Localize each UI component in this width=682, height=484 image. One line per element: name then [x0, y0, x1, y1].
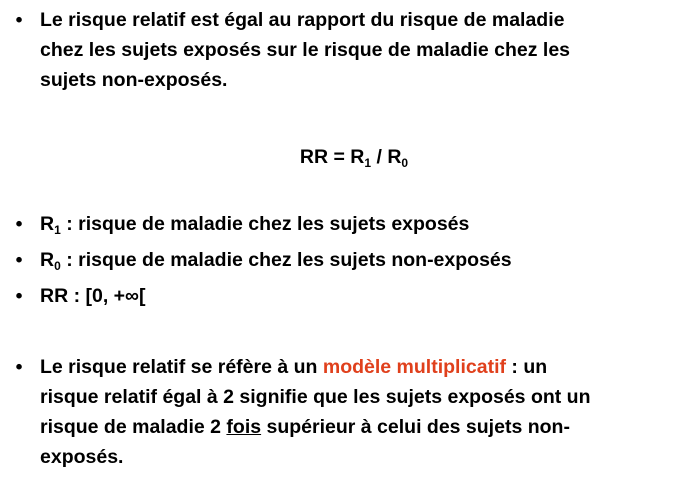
definition-subscript: 1 — [54, 223, 61, 237]
text-segment: Le risque relatif se réfère à un — [40, 356, 323, 378]
definition-r1: R1 : risque de maladie chez les sujets e… — [40, 209, 469, 239]
definition-symbol: R — [40, 213, 55, 235]
formula-left: RR = R — [299, 146, 365, 168]
highlighted-term: modèle multiplicatif — [322, 356, 506, 378]
definition-text: : risque de maladie chez les sujets non-… — [60, 249, 512, 271]
definition-text: : risque de maladie chez les sujets expo… — [60, 213, 470, 235]
definition-symbol: R — [40, 249, 55, 271]
text-line: risque de maladie 2 fois supérieur à cel… — [40, 412, 591, 442]
definition-r0: R0 : risque de maladie chez les sujets n… — [40, 245, 512, 275]
text-line: Le risque relatif est égal au rapport du… — [40, 9, 565, 31]
underlined-word: fois — [226, 416, 262, 438]
text-line: chez les sujets exposés sur le risque de… — [40, 39, 571, 61]
text-line: sujets non-exposés. — [40, 69, 228, 91]
bullet-multiplicative-text: Le risque relatif se réfère à un modèle … — [40, 352, 591, 472]
bullet-marker: • — [15, 285, 23, 307]
formula-subscript: 0 — [401, 156, 409, 170]
formula: RR = R1 / R0 — [0, 142, 682, 172]
formula-middle: / R — [371, 146, 402, 168]
definition-rr-range: RR : [0, +∞[ — [40, 281, 145, 311]
bullet-marker: • — [15, 9, 23, 31]
text-segment: : un — [505, 356, 548, 378]
definition-symbol: RR : [0, +∞[ — [40, 285, 146, 307]
text-line: risque relatif égal à 2 signifie que les… — [40, 386, 591, 408]
bullet-marker: • — [15, 356, 23, 378]
definition-subscript: 0 — [54, 259, 61, 273]
text-line: exposés. — [40, 446, 124, 468]
formula-subscript: 1 — [364, 156, 372, 170]
bullet-definition-text: Le risque relatif est égal au rapport du… — [40, 5, 570, 95]
bullet-marker: • — [15, 213, 23, 235]
text-segment: supérieur à celui des sujets non- — [261, 416, 570, 438]
text-segment: risque de maladie 2 — [40, 416, 227, 438]
bullet-marker: • — [15, 249, 23, 271]
text-line: Le risque relatif se réfère à un modèle … — [40, 352, 591, 382]
